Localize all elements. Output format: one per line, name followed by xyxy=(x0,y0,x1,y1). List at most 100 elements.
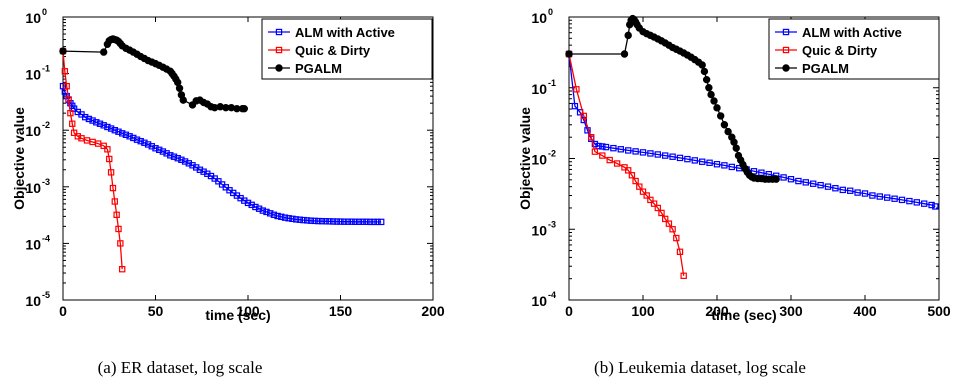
data-point xyxy=(839,186,847,194)
y-tick-exponent: -4 xyxy=(548,290,556,300)
data-point xyxy=(156,146,163,154)
data-point xyxy=(63,92,70,100)
data-point xyxy=(315,217,322,225)
x-axis-label: time (sec) xyxy=(205,307,270,323)
x-axis-label: time (sec) xyxy=(711,307,776,323)
data-point xyxy=(824,183,832,190)
series-pgalm xyxy=(59,35,249,113)
data-point xyxy=(717,112,725,120)
data-point xyxy=(267,210,274,217)
y-tick-label: 10 xyxy=(25,123,41,139)
data-point xyxy=(661,215,669,223)
data-point xyxy=(928,201,935,209)
figure-caption: (a) ER dataset, log scale xyxy=(98,358,263,377)
y-tick-label: 10 xyxy=(25,67,41,83)
data-point xyxy=(606,156,613,164)
data-point xyxy=(70,129,78,136)
y-tick-label: 10 xyxy=(25,180,41,196)
data-point xyxy=(587,134,595,141)
legend-entry: Quic & Dirty xyxy=(775,43,878,58)
x-tick-label: 300 xyxy=(779,303,803,319)
data-point xyxy=(341,218,348,225)
x-tick-label: 150 xyxy=(329,303,353,319)
data-point xyxy=(289,215,296,223)
data-point xyxy=(174,155,181,162)
data-point xyxy=(311,217,318,225)
x-tick-label: 50 xyxy=(148,303,164,319)
data-point xyxy=(676,154,684,162)
data-point xyxy=(602,143,610,151)
data-point xyxy=(307,217,315,224)
data-point xyxy=(787,175,795,183)
data-point xyxy=(700,67,709,76)
legend-marker xyxy=(275,28,283,36)
series-alm-with-active xyxy=(59,82,385,226)
data-point xyxy=(329,218,337,225)
data-point xyxy=(106,155,113,163)
data-point xyxy=(906,197,913,205)
data-point xyxy=(661,152,669,159)
data-point xyxy=(181,158,189,165)
data-point xyxy=(920,200,928,207)
data-point xyxy=(93,119,100,126)
data-point xyxy=(326,218,333,225)
y-tick-label: 10 xyxy=(531,222,547,238)
y-tick-exponent: -2 xyxy=(42,120,50,130)
plot-area xyxy=(565,14,939,279)
data-point xyxy=(573,86,580,93)
data-point xyxy=(628,172,636,179)
data-point xyxy=(673,234,680,242)
y-tick-label: 10 xyxy=(531,152,547,168)
data-point xyxy=(304,217,311,224)
data-point xyxy=(591,148,599,155)
data-point xyxy=(750,168,758,175)
data-point xyxy=(624,147,632,154)
data-point xyxy=(163,150,170,157)
data-point xyxy=(344,218,352,225)
legend-marker xyxy=(275,64,283,72)
series-quic-dirty xyxy=(59,47,126,273)
x-tick-label: 500 xyxy=(927,303,951,319)
data-point xyxy=(647,150,654,157)
legend-entry: Quic & Dirty xyxy=(268,43,371,58)
data-point xyxy=(67,109,74,117)
y-tick-label: 10 xyxy=(25,236,41,252)
data-point xyxy=(348,218,355,225)
y-tick-exponent: -4 xyxy=(42,233,50,243)
data-point xyxy=(152,145,159,152)
data-point xyxy=(721,162,728,169)
legend-label: ALM with Active xyxy=(295,25,395,40)
legend: ALM with Active Quic & Dirty PGALM xyxy=(261,18,433,80)
y-tick-exponent: -1 xyxy=(42,64,50,74)
data-point xyxy=(639,188,647,195)
data-point xyxy=(126,133,133,140)
data-point xyxy=(333,218,341,225)
data-point xyxy=(624,167,632,174)
data-point xyxy=(639,149,647,156)
data-point xyxy=(710,97,718,105)
data-point xyxy=(669,226,676,233)
data-point xyxy=(111,126,118,134)
legend-label: Quic & Dirty xyxy=(802,43,878,58)
data-point xyxy=(70,105,78,112)
data-point xyxy=(318,217,326,225)
data-point xyxy=(278,213,285,221)
data-point xyxy=(599,152,606,159)
data-point xyxy=(300,216,307,224)
data-point xyxy=(869,192,876,199)
x-tick-label: 200 xyxy=(421,303,445,319)
y-tick-exponent: 0 xyxy=(42,7,47,17)
data-point xyxy=(378,218,385,226)
data-point xyxy=(355,218,363,225)
data-point xyxy=(802,179,810,186)
series-pgalm xyxy=(565,14,780,183)
figure-caption: (b) Leukemia dataset, log scale xyxy=(594,358,806,377)
legend-entry: PGALM xyxy=(775,61,849,76)
data-point xyxy=(352,218,359,225)
data-point xyxy=(259,207,267,214)
data-point xyxy=(322,218,329,225)
data-point xyxy=(370,218,378,226)
data-point xyxy=(69,120,76,127)
y-tick-label: 10 xyxy=(531,81,547,97)
